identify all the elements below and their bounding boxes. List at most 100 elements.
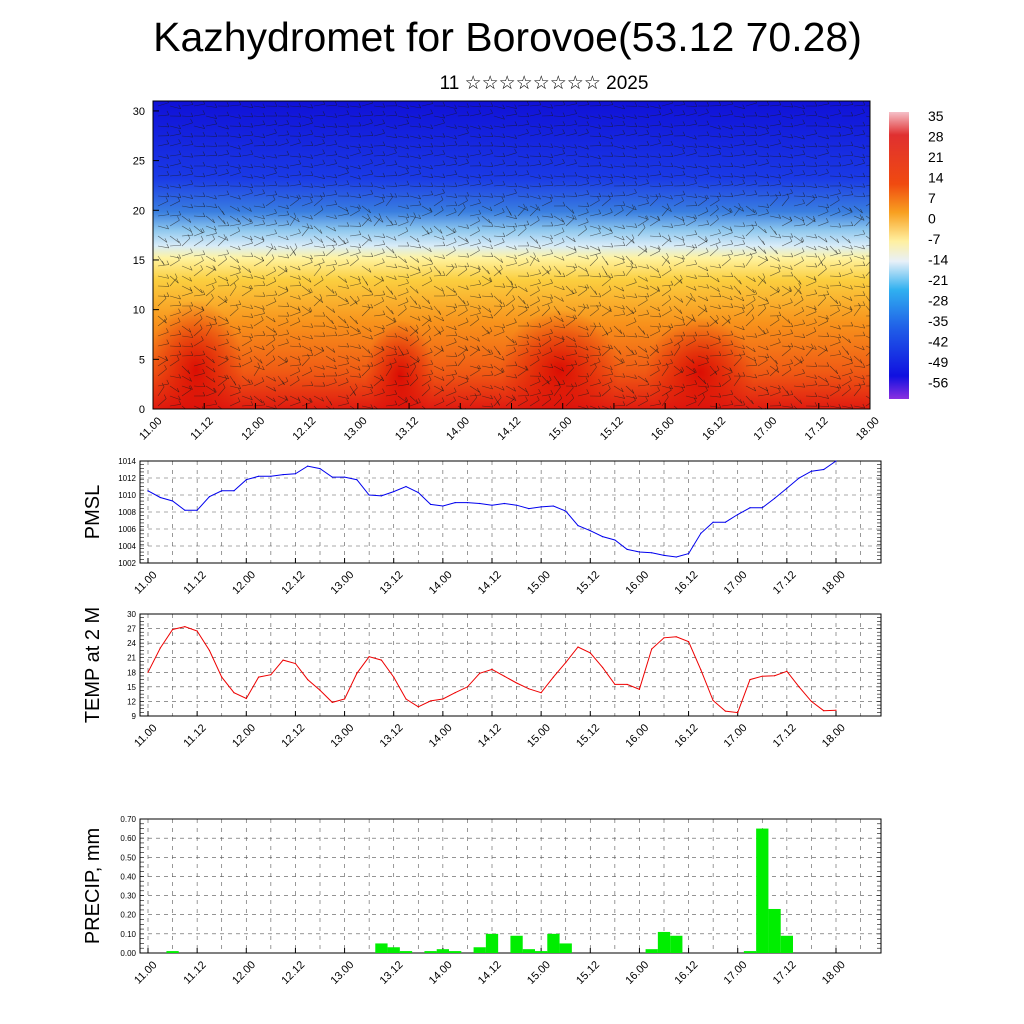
ytick-label: 0.60 xyxy=(120,834,136,843)
cs-xtick-label: 12.00 xyxy=(239,415,267,443)
xtick-label: 17.00 xyxy=(722,569,750,597)
ytick-label: 0.10 xyxy=(120,930,136,939)
ytick-label: 0.30 xyxy=(120,892,136,901)
data-point xyxy=(368,656,370,658)
precip-bar xyxy=(510,935,523,953)
data-point xyxy=(687,641,690,643)
data-point xyxy=(245,479,247,481)
data-point xyxy=(565,510,567,512)
xtick-label: 17.12 xyxy=(771,569,799,597)
page-title: Kazhydromet for Borovoe(53.12 70.28) xyxy=(153,14,862,60)
xtick-label: 16.12 xyxy=(672,722,700,750)
colorbar-label: 14 xyxy=(928,170,944,186)
data-point xyxy=(442,505,444,507)
data-point xyxy=(589,530,591,532)
data-point xyxy=(294,473,297,475)
data-point xyxy=(651,648,653,650)
precip-bar xyxy=(547,933,560,953)
data-point xyxy=(835,460,837,462)
data-point xyxy=(208,649,211,652)
cross-section-panel: 0 5 10 15 20 25 30 11.00 11.12 12.00 12.12 13.00 13.… xyxy=(133,100,882,443)
data-point xyxy=(282,659,284,661)
cs-xtick-label: 13.00 xyxy=(342,415,370,443)
data-point xyxy=(454,502,456,504)
colorbar-label: -49 xyxy=(928,354,948,370)
data-point xyxy=(823,468,825,471)
colorbar-label: -21 xyxy=(928,272,948,288)
data-point xyxy=(675,556,677,558)
colorbar-label: -7 xyxy=(928,231,941,247)
ytick-label: 1002 xyxy=(118,559,136,568)
data-point xyxy=(565,661,567,664)
data-point xyxy=(208,496,211,498)
data-point xyxy=(159,496,161,499)
data-point xyxy=(257,475,260,477)
data-point xyxy=(479,502,481,505)
cs-xtick-label: 15.00 xyxy=(547,415,575,443)
xtick-label: 17.00 xyxy=(722,722,750,750)
data-point xyxy=(331,476,333,478)
precip-bar xyxy=(535,951,548,953)
colorbar-label: 21 xyxy=(928,149,944,165)
data-point xyxy=(589,652,591,654)
data-point xyxy=(773,497,776,499)
data-point xyxy=(737,712,739,714)
data-point xyxy=(786,670,788,672)
data-point xyxy=(356,479,358,481)
cs-xtick-label: 12.12 xyxy=(291,415,319,443)
colorbar-label: -14 xyxy=(928,252,948,268)
xtick-label: 11.00 xyxy=(132,569,159,596)
cs-xtick-label: 18.00 xyxy=(854,415,882,443)
data-point xyxy=(343,698,346,700)
data-point xyxy=(294,662,297,665)
cs-xtick-label: 14.12 xyxy=(495,415,523,443)
data-point xyxy=(515,682,518,684)
cs-xtick-label: 17.00 xyxy=(751,415,779,443)
ytick-label: 1012 xyxy=(118,474,136,483)
data-point xyxy=(307,678,309,681)
precip-bar xyxy=(473,947,486,953)
xtick-label: 13.12 xyxy=(378,569,406,597)
data-point xyxy=(749,507,751,509)
data-point xyxy=(380,495,383,497)
xtick-label: 18.00 xyxy=(820,959,848,987)
pmsl-panel: 1002 1004 1006 1008 1010 1012 1014 11.00 11.12 12… xyxy=(82,457,882,597)
ytick-label: 27 xyxy=(127,625,136,634)
ytick-label: 15 xyxy=(127,683,136,692)
data-point xyxy=(773,675,776,677)
data-point xyxy=(663,637,665,639)
data-point xyxy=(749,678,751,681)
data-point xyxy=(712,699,714,702)
data-point xyxy=(700,532,702,534)
xtick-label: 11.12 xyxy=(181,959,208,986)
panel-ylabel: TEMP at 2 M xyxy=(82,607,104,723)
cs-ytick-label: 0 xyxy=(139,404,145,416)
ytick-label: 0.50 xyxy=(120,853,136,862)
warm-core xyxy=(153,300,244,409)
data-point xyxy=(147,490,149,492)
xtick-label: 14.00 xyxy=(427,722,455,750)
precip-bar xyxy=(657,931,671,953)
xtick-label: 13.00 xyxy=(328,569,356,597)
data-point xyxy=(319,689,321,691)
xtick-label: 15.12 xyxy=(574,959,602,987)
data-point xyxy=(380,659,383,661)
cs-xtick-label: 16.12 xyxy=(700,415,728,443)
data-point xyxy=(196,509,198,511)
xtick-label: 14.12 xyxy=(476,722,504,750)
data-point xyxy=(393,491,395,493)
cs-xtick-label: 11.12 xyxy=(188,415,215,442)
precip-bar xyxy=(645,949,658,953)
data-point xyxy=(798,477,800,479)
data-point xyxy=(503,675,505,677)
precip-bar xyxy=(743,951,757,953)
xtick-label: 18.00 xyxy=(820,722,848,750)
precip-bar xyxy=(522,949,535,953)
data-point xyxy=(724,710,727,712)
xtick-label: 15.12 xyxy=(574,722,602,750)
data-point xyxy=(343,476,346,478)
page-subtitle: 11 ☆☆☆☆☆☆☆☆ 2025 xyxy=(439,73,649,94)
cs-ytick-label: 25 xyxy=(133,156,145,168)
cs-xtick-label: 11.00 xyxy=(137,415,164,442)
data-point xyxy=(577,525,579,527)
